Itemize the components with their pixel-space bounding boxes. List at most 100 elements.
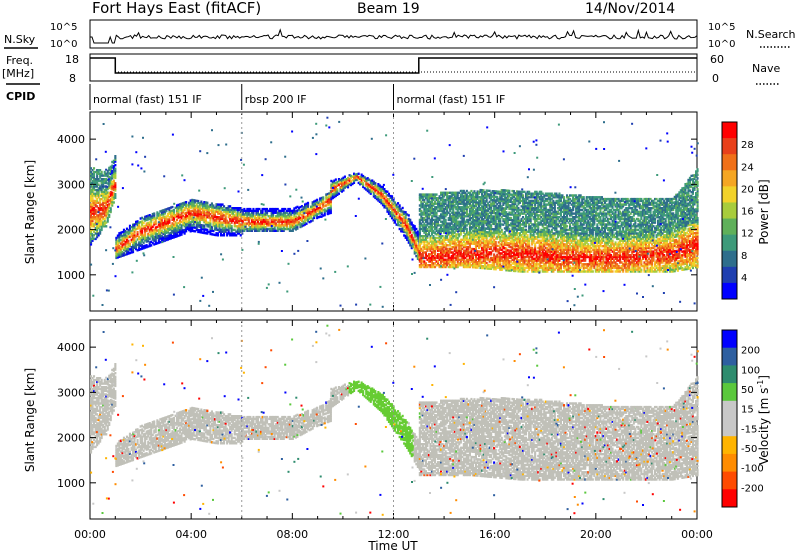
power-cell: [252, 227, 255, 231]
power-cell: [108, 179, 111, 182]
power-cell: [189, 224, 192, 228]
power-cell: [426, 207, 429, 211]
power-cell: [114, 185, 117, 189]
power-cell: [210, 204, 213, 207]
power-cell: [159, 217, 162, 220]
power-cell: [233, 214, 236, 217]
power-cell: [323, 212, 326, 215]
power-cell: [394, 219, 397, 222]
power-cell: [154, 226, 157, 229]
power-cell: [429, 265, 432, 269]
power-cell: [284, 216, 287, 220]
power-cell: [308, 213, 311, 217]
power-cell: [426, 258, 429, 261]
power-cell: [220, 212, 223, 215]
power-cell: [224, 228, 227, 232]
power-cell: [230, 226, 233, 230]
power-cell: [201, 204, 204, 207]
power-cell: [138, 243, 141, 246]
power-cell: [420, 218, 423, 222]
power-cell: [429, 197, 432, 200]
power-cell: [282, 220, 285, 223]
power-cell: [168, 221, 171, 224]
power-cell: [90, 232, 93, 235]
power-cell: [176, 227, 179, 231]
power-cell: [171, 236, 174, 239]
power-cell: [407, 230, 410, 233]
power-cell: [409, 235, 412, 238]
power-cell: [359, 181, 362, 184]
power-cell: [398, 220, 401, 223]
power-cell: [138, 221, 141, 224]
nsky-label: N.Sky: [4, 33, 36, 46]
power-cell: [220, 217, 223, 221]
power-cell: [276, 213, 279, 216]
power-cell: [253, 216, 256, 220]
power-cell: [418, 236, 421, 240]
power-cell: [329, 208, 332, 211]
power-cell: [215, 223, 218, 226]
power-cell: [296, 212, 299, 216]
power-cell: [281, 207, 284, 211]
power-cell: [220, 207, 223, 210]
power-cell: [108, 206, 111, 209]
power-cell: [395, 216, 398, 219]
power-cell: [141, 240, 144, 243]
power-cell: [203, 202, 206, 206]
power-cell: [261, 216, 264, 220]
power-cell: [218, 225, 221, 228]
power-cell: [416, 237, 419, 241]
power-cell: [249, 207, 252, 211]
power-cell: [256, 215, 259, 218]
power-cell: [163, 215, 166, 219]
power-cell: [409, 220, 412, 223]
power-cell: [322, 198, 325, 201]
power-cell: [326, 203, 329, 207]
power-cell: [97, 201, 100, 204]
power-cell: [215, 217, 218, 221]
power-cell: [100, 223, 103, 226]
power-cell: [97, 172, 100, 175]
nave-tick-lo: 0: [712, 72, 719, 85]
power-cell: [397, 211, 400, 214]
power-cell: [125, 245, 128, 249]
power-cell: [94, 216, 97, 219]
power-cell: [353, 178, 356, 181]
power-cell: [421, 238, 424, 241]
power-cell: [371, 183, 374, 186]
power-cell: [139, 233, 142, 236]
power-cell: [412, 231, 415, 234]
power-cell: [188, 216, 191, 219]
power-cell: [224, 207, 227, 210]
power-cell: [276, 220, 279, 223]
power-cell: [291, 209, 294, 213]
power-cell: [293, 207, 296, 210]
power-cell: [420, 215, 423, 218]
power-cell: [207, 209, 210, 212]
power-cell: [162, 209, 165, 212]
power-cell: [221, 223, 224, 226]
power-cell: [403, 230, 406, 234]
power-cell: [290, 220, 293, 223]
power-cell: [287, 209, 290, 213]
power-cell: [125, 231, 128, 234]
power-cell: [427, 242, 430, 245]
power-cell: [217, 208, 220, 212]
power-cell: [236, 210, 239, 213]
power-cell: [235, 225, 238, 228]
power-cell: [194, 210, 197, 213]
power-cell: [116, 239, 119, 243]
power-cell: [285, 224, 288, 227]
power-cell: [418, 264, 421, 267]
power-cell: [326, 212, 329, 216]
power-cell: [127, 234, 130, 237]
power-cell: [90, 174, 93, 177]
power-cell: [249, 213, 252, 216]
power-cell: [260, 226, 263, 229]
power-cell: [281, 220, 284, 223]
power-cell: [423, 260, 426, 263]
power-cell: [311, 212, 314, 215]
power-cell: [418, 195, 421, 198]
power-cell: [260, 211, 263, 214]
power-cell: [112, 192, 115, 195]
